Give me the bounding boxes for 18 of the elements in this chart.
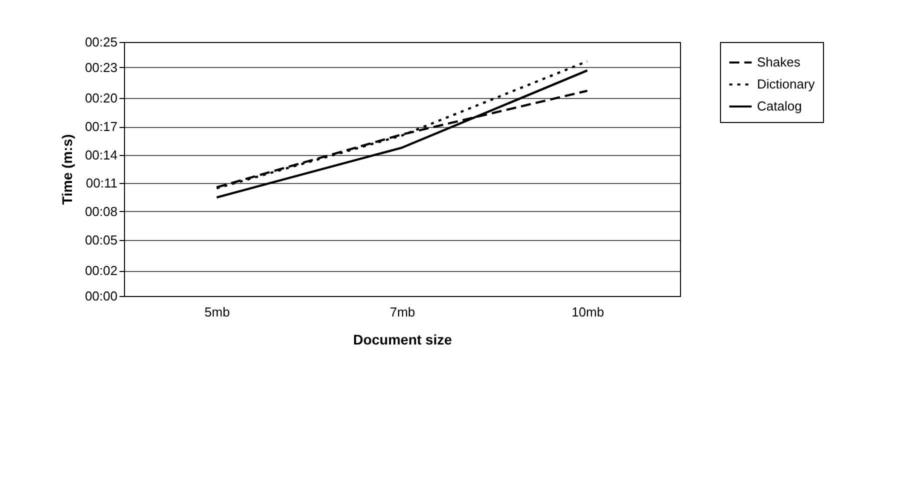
x-tick-label: 5mb	[204, 304, 230, 320]
y-tick-label: 00:08	[84, 204, 118, 219]
y-tick-label: 00:14	[84, 147, 118, 162]
y-tick-label: 00:02	[84, 263, 118, 278]
x-tick-label: 7mb	[390, 304, 416, 320]
x-axis-title: Document size	[353, 332, 452, 348]
y-tick-label: 00:20	[84, 90, 118, 106]
y-tick-label: 00:23	[84, 60, 118, 75]
y-tick-label: 00:17	[84, 119, 118, 134]
y-axis-title: Time (m:s)	[58, 134, 75, 205]
legend-label: Dictionary	[757, 76, 816, 92]
legend-label: Catalog	[757, 98, 802, 114]
y-tick-label: 00:11	[86, 176, 118, 191]
legend-label: Shakes	[757, 54, 801, 70]
y-tick-label: 00:05	[84, 232, 118, 248]
y-tick-label: 00:25	[84, 34, 118, 50]
x-tick-label: 10mb	[572, 304, 604, 320]
y-tick-label: 00:00	[84, 288, 118, 304]
